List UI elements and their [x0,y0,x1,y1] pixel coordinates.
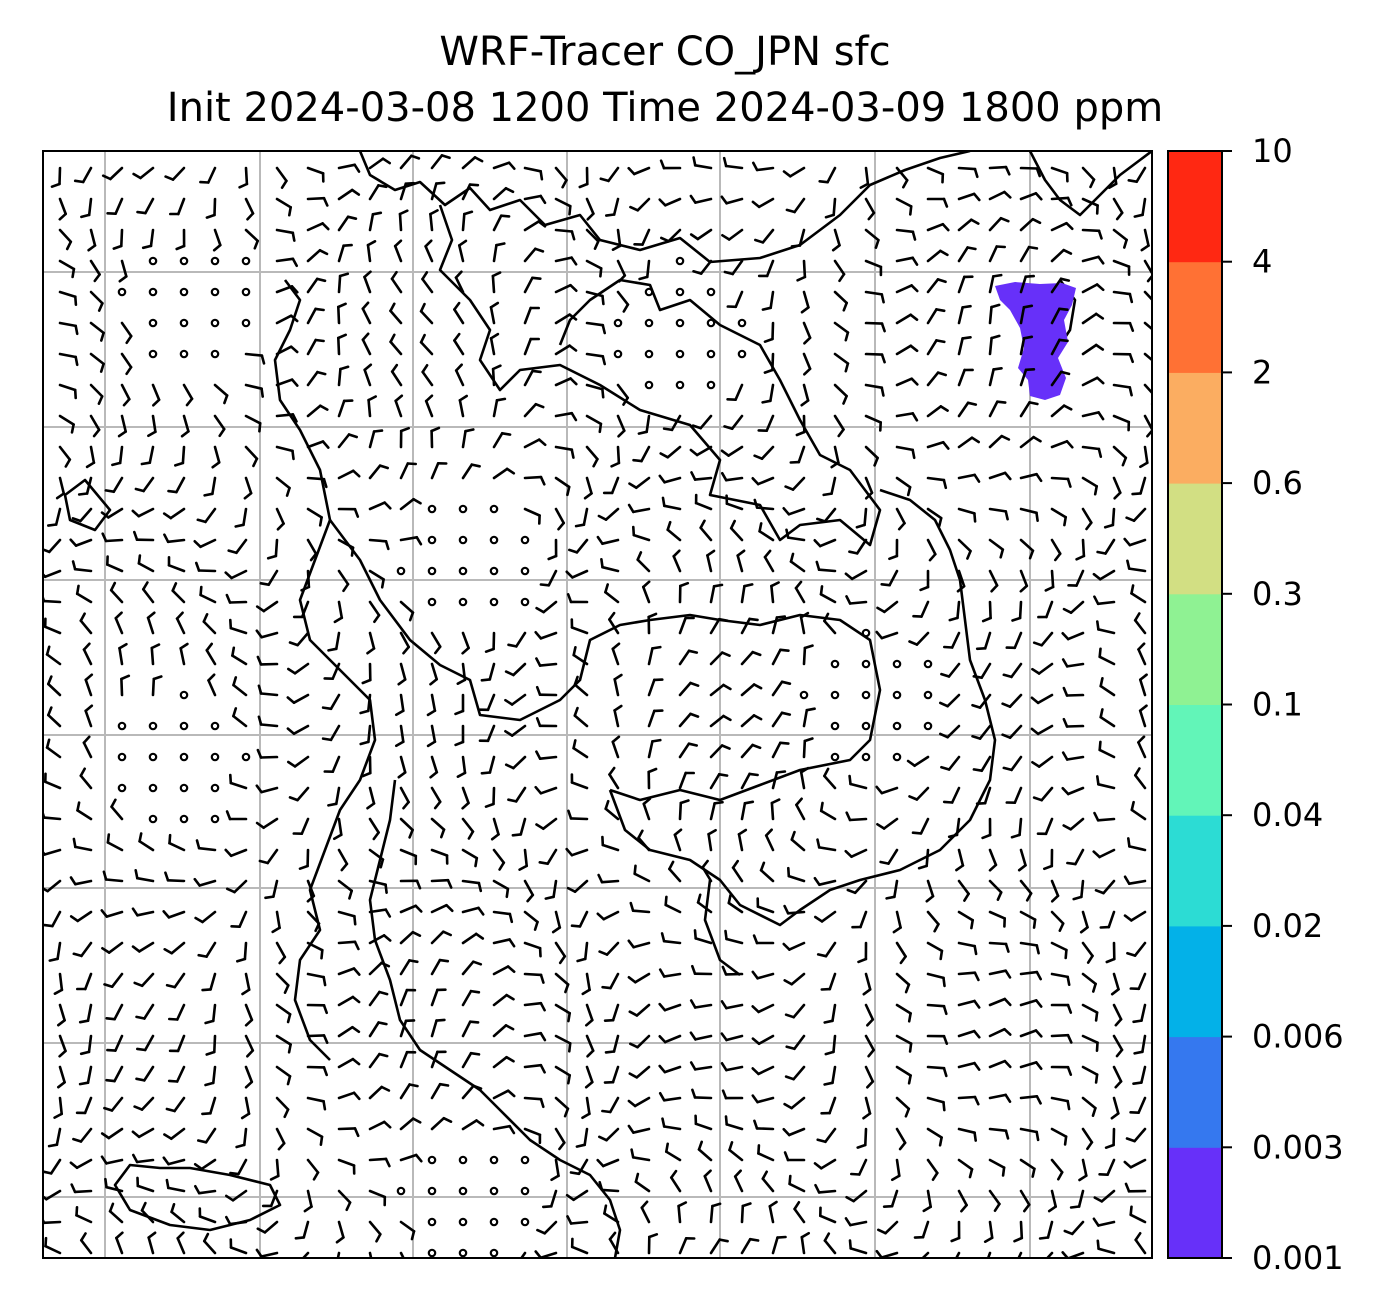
colorbar-tick-label: 0.3 [1252,575,1303,613]
colorbar-segment [1168,261,1222,373]
colorbar-tick-label: 0.04 [1252,796,1323,834]
colorbar-segment [1168,1147,1222,1259]
colorbar-tick-label: 0.003 [1252,1128,1344,1166]
co-plume-shading [995,282,1076,400]
colorbar-tick-label: 2 [1252,353,1272,391]
colorbar-tick-label: 10 [1252,132,1293,170]
colorbar-segment [1168,925,1222,1038]
colorbar-segment [1168,151,1222,263]
coastlines [63,151,1152,1258]
colorbar-tick-label: 0.1 [1252,686,1303,724]
colorbar: 0.001 0.003 0.006 0.02 0.04 0.1 0.3 0.6 2 4 10 [1167,132,1344,1277]
colorbar-segment [1168,372,1222,484]
lat-lon-gridlines [43,151,1152,1258]
colorbar-segment [1168,483,1222,595]
colorbar-tick-label: 0.006 [1252,1018,1344,1056]
chart-title-line2: Init 2024-03-08 1200 Time 2024-03-09 180… [166,85,1164,131]
plot-frame [42,150,1153,1259]
colorbar-tick-label: 0.001 [1252,1239,1344,1277]
colorbar-segment [1168,704,1222,816]
wind-barbs [43,154,1152,1258]
chart-title-line1: WRF-Tracer CO_JPN sfc [439,29,891,75]
colorbar-segment [1168,593,1222,705]
colorbar-segment [1168,1036,1222,1148]
colorbar-segment [1168,815,1222,927]
colorbar-tick-label: 4 [1252,243,1272,281]
colorbar-tick-label: 0.6 [1252,464,1303,502]
colorbar-tick-label: 0.02 [1252,907,1323,945]
